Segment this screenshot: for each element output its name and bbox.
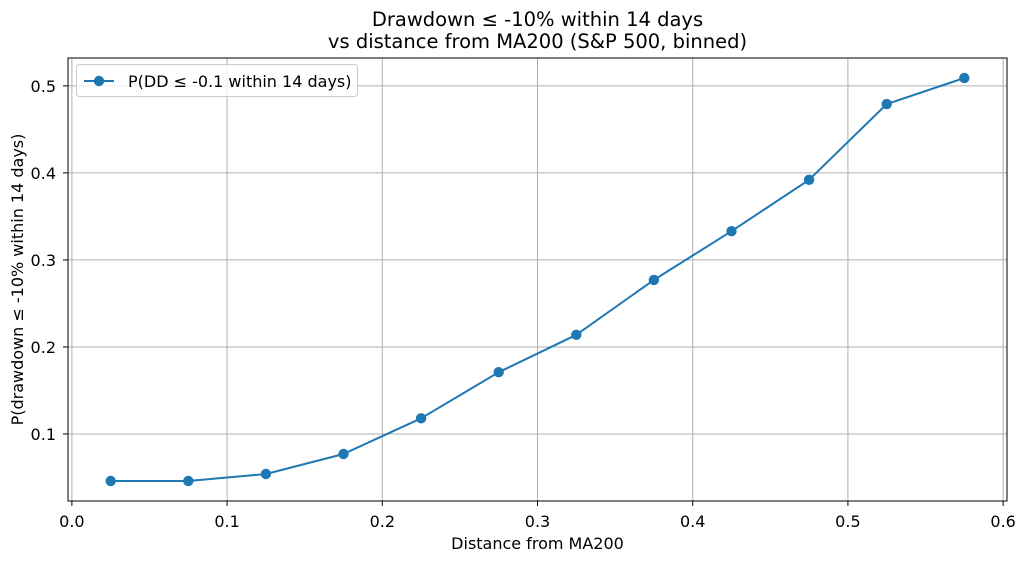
- x-tick-label: 0.2: [370, 512, 395, 531]
- x-axis-label: Distance from MA200: [451, 534, 624, 553]
- chart-title-line-1: Drawdown ≤ -10% within 14 days: [372, 8, 703, 31]
- data-point: [183, 475, 194, 487]
- legend-marker-icon: [93, 75, 105, 87]
- y-tick-label: 0.3: [31, 251, 56, 270]
- legend-label: P(DD ≤ -0.1 within 14 days): [128, 72, 351, 91]
- x-tick-label: 0.3: [525, 512, 550, 531]
- y-tick-label: 0.4: [31, 164, 56, 183]
- data-point: [571, 329, 582, 340]
- data-point: [726, 226, 737, 237]
- x-tick-label: 0.6: [990, 512, 1015, 531]
- data-point: [959, 72, 970, 84]
- data-point: [260, 468, 272, 480]
- x-tick-label: 0.0: [59, 512, 84, 531]
- legend-box: [76, 64, 358, 97]
- data-point: [803, 174, 815, 185]
- chart-title-line-2: vs distance from MA200 (S&P 500, binned): [328, 30, 747, 53]
- data-point: [415, 413, 427, 424]
- y-axis-label: P(drawdown ≤ -10% within 14 days): [8, 134, 27, 426]
- data-point: [105, 475, 116, 487]
- series-layer: [105, 72, 970, 487]
- y-tick-label: 0.5: [31, 77, 56, 96]
- series-line: [109, 77, 966, 482]
- axes-layer: 0.0 0.1 0.2 0.3 0.4 0.5 0.6 0.1 0.2 0.3 0.4 0.5: [31, 57, 1016, 531]
- x-tick-label: 0.4: [680, 512, 705, 531]
- legend: P(DD ≤ -0.1 within 14 days): [76, 64, 358, 97]
- data-point: [493, 367, 504, 378]
- x-tick-label: 0.5: [835, 512, 860, 531]
- data-point: [881, 98, 892, 110]
- y-tick-label: 0.2: [31, 338, 56, 357]
- x-tick-label: 0.1: [214, 512, 239, 531]
- data-point: [648, 274, 660, 286]
- y-tick-label: 0.1: [31, 425, 56, 444]
- data-point: [338, 448, 349, 460]
